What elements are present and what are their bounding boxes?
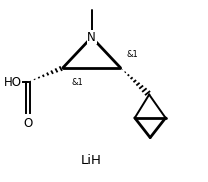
- Text: HO: HO: [4, 76, 21, 88]
- Text: LiH: LiH: [81, 154, 102, 167]
- Text: O: O: [24, 117, 33, 130]
- Text: &1: &1: [127, 50, 138, 59]
- Text: N: N: [87, 31, 96, 44]
- Text: &1: &1: [71, 78, 83, 88]
